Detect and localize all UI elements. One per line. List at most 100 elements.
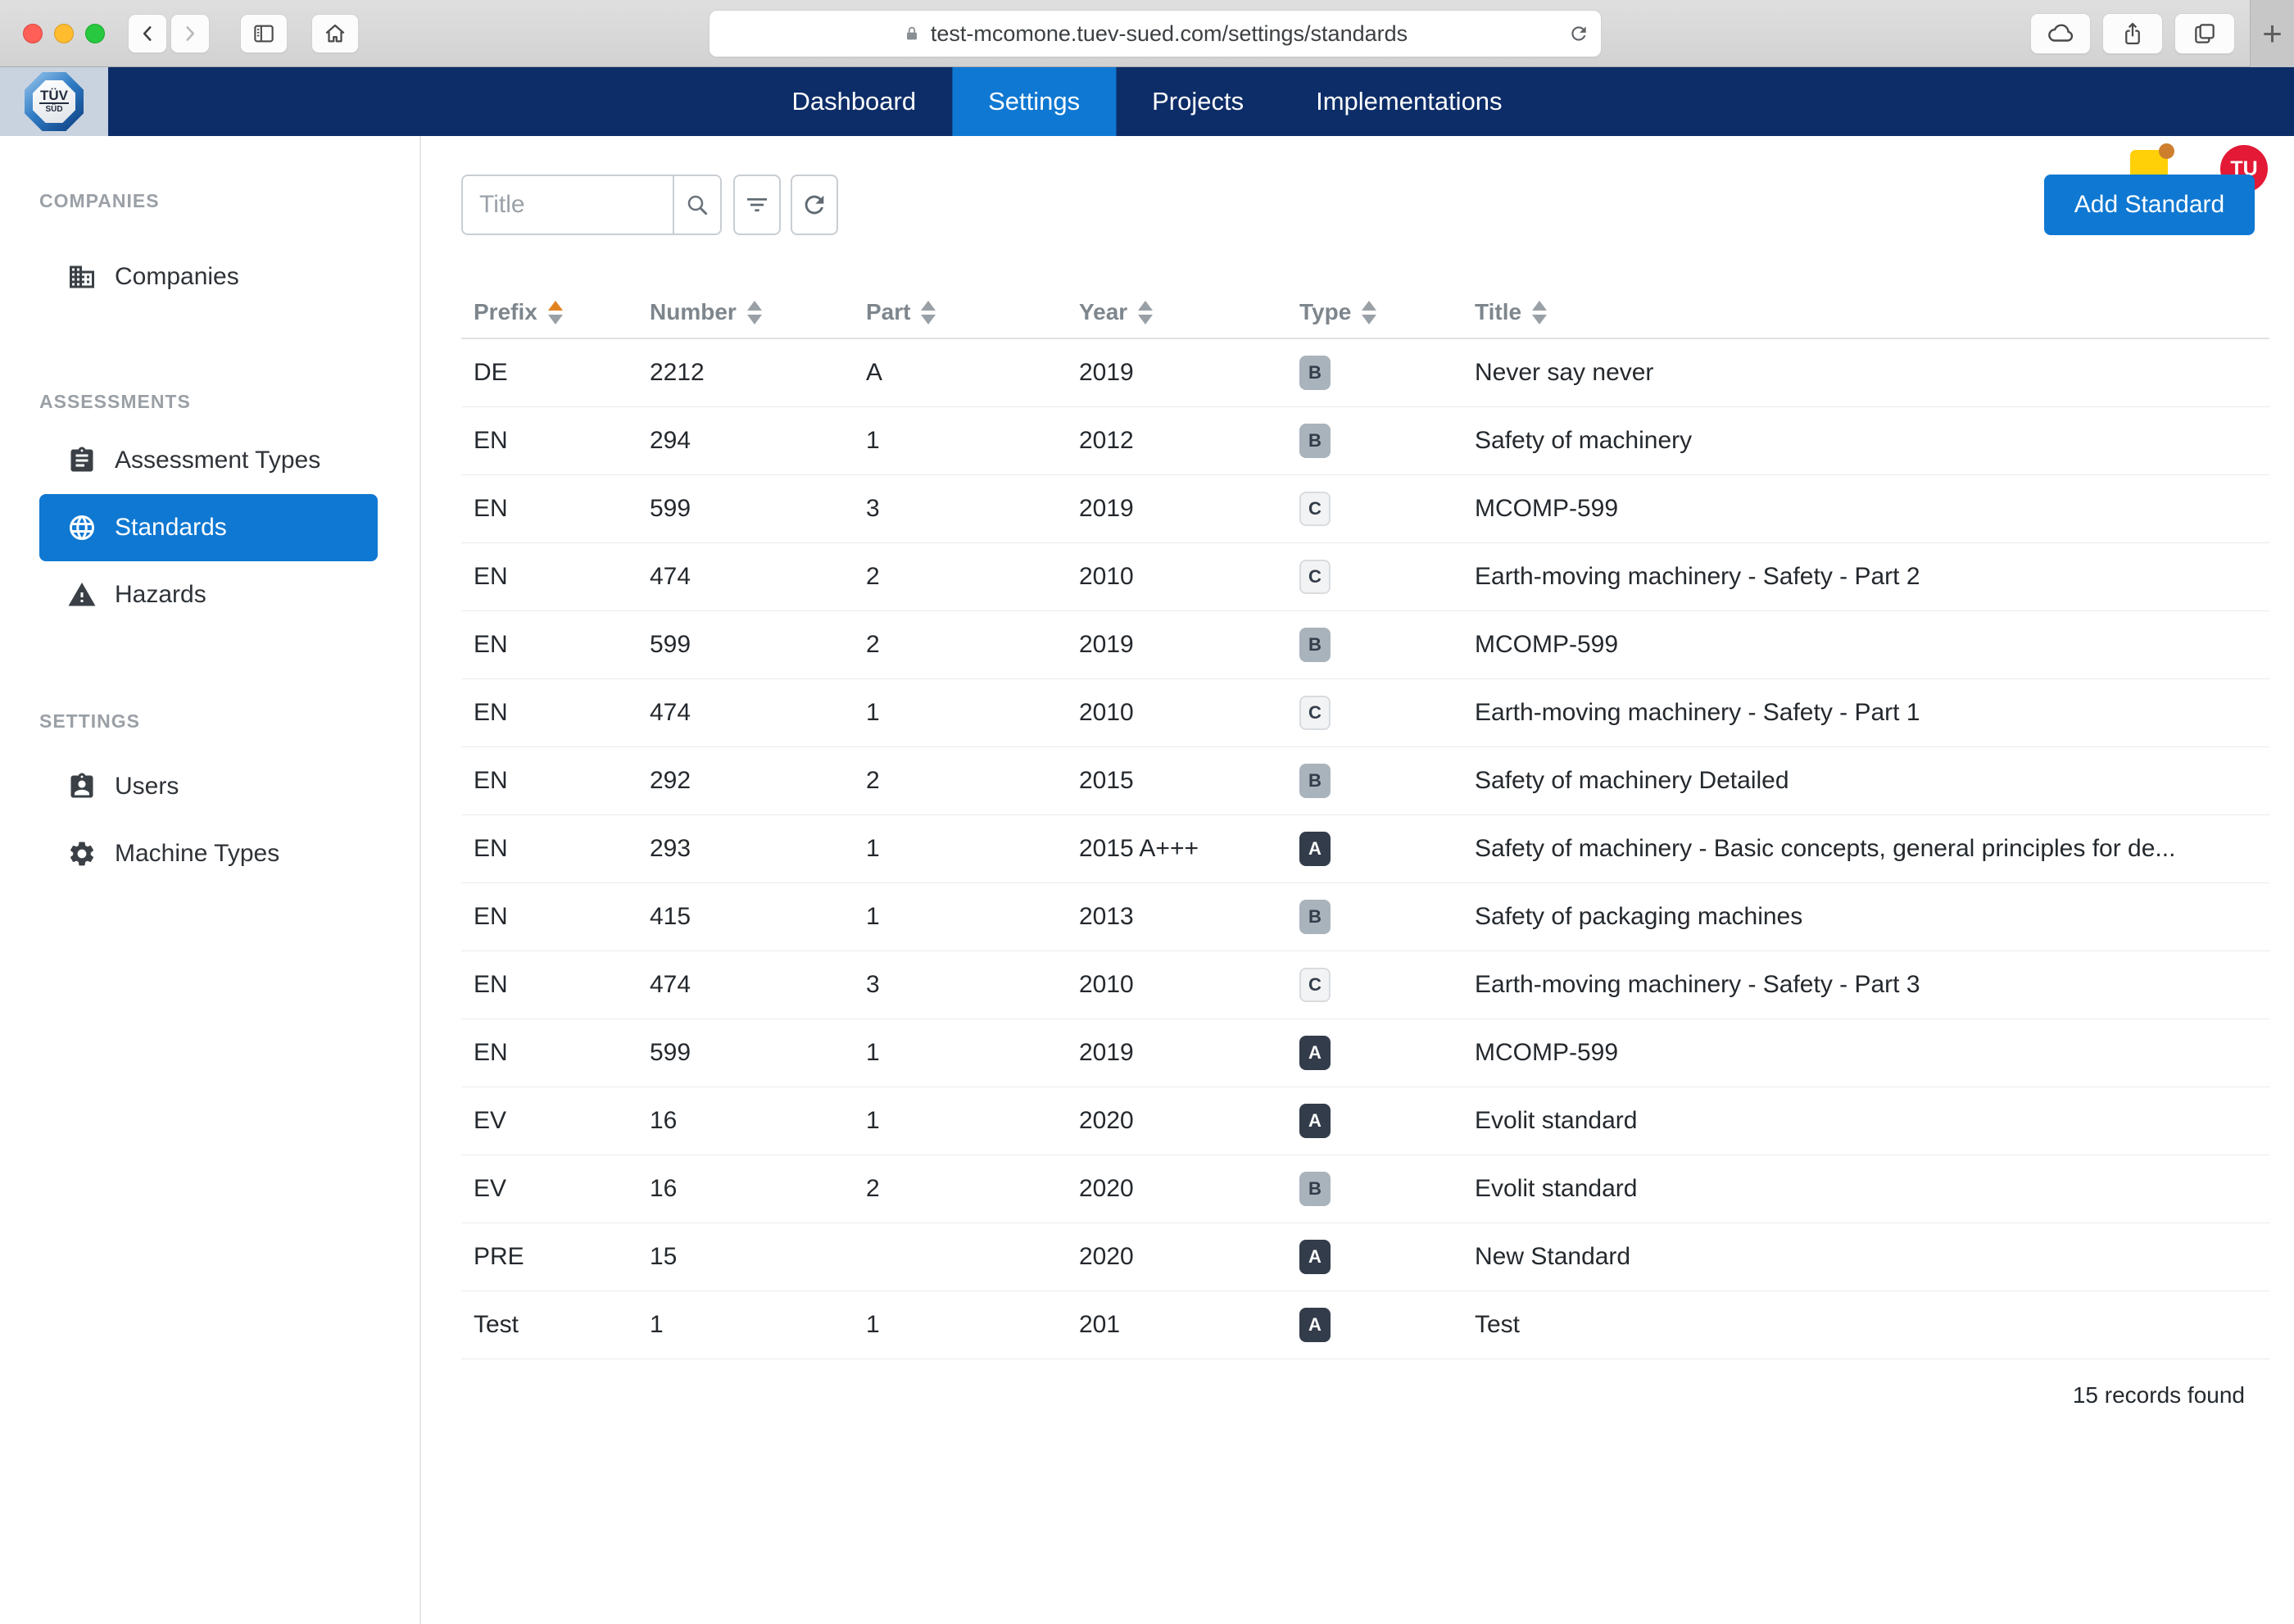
cell-prefix: EN bbox=[474, 699, 508, 726]
table-row[interactable]: EN 599 3 2019 C MCOMP-599 bbox=[461, 475, 2269, 543]
sidebar-section-settings: SETTINGS bbox=[39, 710, 141, 732]
column-header-title[interactable]: Title bbox=[1462, 299, 2269, 325]
cloud-icon bbox=[2048, 24, 2074, 42]
reload-icon[interactable] bbox=[1568, 23, 1589, 44]
nav-tab-settings[interactable]: Settings bbox=[952, 67, 1117, 136]
cell-title: Test bbox=[1475, 1311, 1521, 1338]
table-row[interactable]: EN 292 2 2015 B Safety of machinery Deta… bbox=[461, 747, 2269, 815]
cell-year: 2015 bbox=[1079, 767, 1134, 794]
type-badge: A bbox=[1299, 1104, 1331, 1138]
table-row[interactable]: EV 16 2 2020 B Evolit standard bbox=[461, 1155, 2269, 1223]
cell-year: 2019 bbox=[1079, 495, 1134, 522]
nav-tab-projects[interactable]: Projects bbox=[1152, 87, 1244, 116]
refresh-button[interactable] bbox=[791, 175, 838, 235]
column-header-prefix[interactable]: Prefix bbox=[461, 299, 637, 325]
cell-prefix: DE bbox=[474, 359, 508, 386]
sort-arrows-icon bbox=[1532, 300, 1548, 324]
add-standard-button[interactable]: Add Standard bbox=[2044, 175, 2255, 235]
browser-back-button[interactable] bbox=[128, 14, 167, 53]
filter-button[interactable] bbox=[733, 175, 781, 235]
cell-part: 1 bbox=[866, 699, 880, 726]
sidebar-toggle-button[interactable] bbox=[240, 14, 288, 53]
cell-type: B bbox=[1287, 356, 1462, 390]
cell-prefix: EN bbox=[474, 767, 508, 794]
column-header-type[interactable]: Type bbox=[1287, 299, 1462, 325]
cell-number: 474 bbox=[650, 971, 691, 998]
sidebar-panel-icon bbox=[254, 25, 274, 43]
nav-tab-dashboard[interactable]: Dashboard bbox=[791, 87, 917, 116]
cell-title: Safety of machinery Detailed bbox=[1475, 767, 1789, 794]
table-row[interactable]: EN 294 1 2012 B Safety of machinery bbox=[461, 407, 2269, 475]
show-tabs-button[interactable] bbox=[2174, 13, 2235, 54]
cell-type: C bbox=[1287, 696, 1462, 730]
cell-title: MCOMP-599 bbox=[1475, 495, 1619, 522]
sidebar-item-users[interactable]: Users bbox=[0, 753, 419, 820]
table-row[interactable]: EN 474 1 2010 C Earth-moving machinery -… bbox=[461, 679, 2269, 747]
url-bar[interactable]: test-mcomone.tuev-sued.com/settings/stan… bbox=[709, 10, 1602, 57]
table-row[interactable]: EN 293 1 2015 A+++ A Safety of machinery… bbox=[461, 815, 2269, 883]
cell-part: 1 bbox=[866, 1039, 880, 1066]
cell-year: 2020 bbox=[1079, 1175, 1134, 1202]
sidebar-item-label: Hazards bbox=[115, 581, 206, 608]
logo-text-tuv: TÜV bbox=[39, 88, 69, 104]
tuv-sud-logo[interactable]: TÜV SÜD bbox=[0, 67, 108, 136]
icloud-tabs-button[interactable] bbox=[2030, 13, 2091, 54]
sidebar-item-machine-types[interactable]: Machine Types bbox=[0, 820, 419, 887]
table-row[interactable]: PRE 15 2020 A New Standard bbox=[461, 1223, 2269, 1291]
type-badge: A bbox=[1299, 1240, 1331, 1274]
records-found-label: 15 records found bbox=[2072, 1382, 2245, 1408]
share-button[interactable] bbox=[2102, 13, 2163, 54]
sidebar-item-hazards[interactable]: Hazards bbox=[0, 561, 419, 628]
sidebar-item-assessment-types[interactable]: Assessment Types bbox=[0, 427, 419, 494]
table-row[interactable]: EN 415 1 2013 B Safety of packaging mach… bbox=[461, 883, 2269, 951]
cell-number: 599 bbox=[650, 1039, 691, 1066]
cell-number: 293 bbox=[650, 835, 691, 862]
sidebar-item-label: Machine Types bbox=[115, 840, 280, 867]
column-header-number[interactable]: Number bbox=[637, 299, 854, 325]
cell-year: 2010 bbox=[1079, 971, 1134, 998]
type-badge: B bbox=[1299, 1172, 1331, 1206]
sidebar-item-companies[interactable]: Companies bbox=[0, 243, 419, 311]
table-row[interactable]: EN 599 1 2019 A MCOMP-599 bbox=[461, 1019, 2269, 1087]
close-window-button[interactable] bbox=[23, 24, 43, 43]
cell-type: B bbox=[1287, 628, 1462, 662]
cell-number: 415 bbox=[650, 903, 691, 930]
table-row[interactable]: EN 474 3 2010 C Earth-moving machinery -… bbox=[461, 951, 2269, 1019]
title-search-input[interactable] bbox=[463, 176, 673, 234]
cell-title: Never say never bbox=[1475, 359, 1654, 386]
nav-tab-implementations[interactable]: Implementations bbox=[1316, 87, 1503, 116]
table-row[interactable]: DE 2212 A 2019 B Never say never bbox=[461, 339, 2269, 407]
zoom-window-button[interactable] bbox=[85, 24, 105, 43]
toolbar: Add Standard bbox=[461, 175, 2255, 235]
browser-forward-button[interactable] bbox=[170, 14, 210, 53]
cell-part: A bbox=[866, 359, 883, 386]
type-badge: B bbox=[1299, 356, 1331, 390]
table-row[interactable]: EN 474 2 2010 C Earth-moving machinery -… bbox=[461, 543, 2269, 611]
cell-part: 1 bbox=[866, 427, 880, 454]
cell-type: A bbox=[1287, 1036, 1462, 1070]
home-button[interactable] bbox=[311, 14, 359, 53]
cell-year: 2015 A+++ bbox=[1079, 835, 1199, 862]
table-row[interactable]: Test 1 1 201 A Test bbox=[461, 1291, 2269, 1359]
cell-type: B bbox=[1287, 424, 1462, 458]
table-row[interactable]: EV 16 1 2020 A Evolit standard bbox=[461, 1087, 2269, 1155]
table-row[interactable]: EN 599 2 2019 B MCOMP-599 bbox=[461, 611, 2269, 679]
cell-title: Earth-moving machinery - Safety - Part 1 bbox=[1475, 699, 1920, 726]
minimize-window-button[interactable] bbox=[54, 24, 74, 43]
sidebar-item-standards[interactable]: Standards bbox=[39, 494, 378, 561]
cell-part: 3 bbox=[866, 971, 880, 998]
column-header-year[interactable]: Year bbox=[1067, 299, 1287, 325]
sidebar-section-companies: COMPANIES bbox=[39, 190, 160, 211]
main-navigation: Dashboard Settings Projects Implementati… bbox=[755, 67, 1538, 136]
title-search-group bbox=[461, 175, 722, 235]
search-button[interactable] bbox=[673, 176, 720, 234]
new-tab-button[interactable]: + bbox=[2250, 0, 2294, 67]
cell-year: 2012 bbox=[1079, 427, 1134, 454]
cell-title: Safety of machinery bbox=[1475, 427, 1693, 454]
cell-year: 2020 bbox=[1079, 1107, 1134, 1134]
cell-title: MCOMP-599 bbox=[1475, 1039, 1619, 1066]
column-header-part[interactable]: Part bbox=[854, 299, 1067, 325]
cell-title: Safety of packaging machines bbox=[1475, 903, 1803, 930]
sidebar-item-label: Users bbox=[115, 773, 179, 800]
cell-year: 2019 bbox=[1079, 359, 1134, 386]
